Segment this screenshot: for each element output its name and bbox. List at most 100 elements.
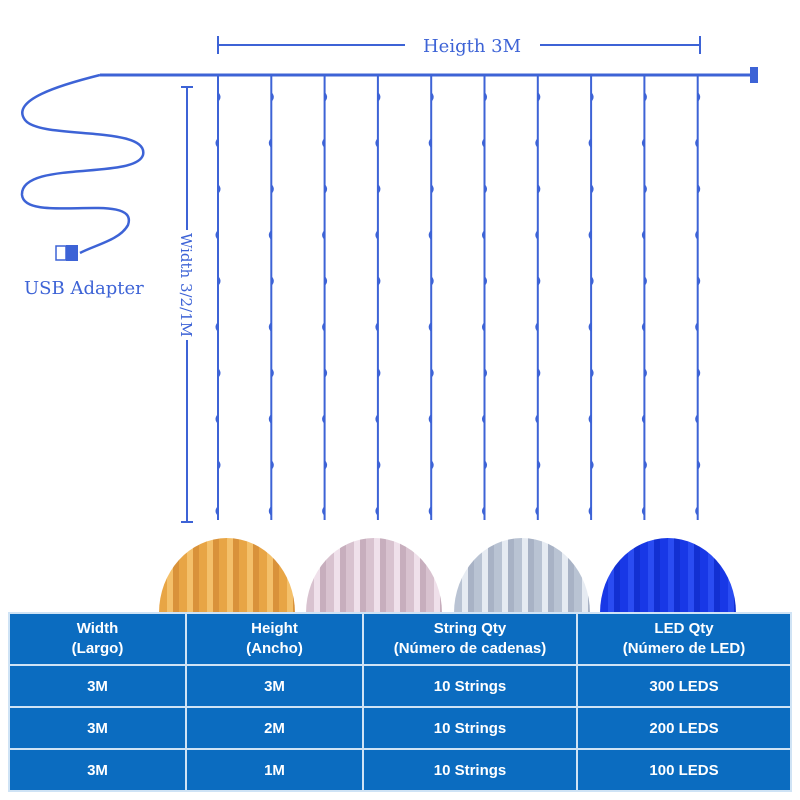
led-bulb xyxy=(697,184,701,194)
led-bulb xyxy=(537,92,541,102)
led-bulb xyxy=(695,414,698,424)
table-row: 3M 1M 10 Strings 100 LEDS xyxy=(8,748,792,792)
header-string-qty: String Qty (Número de cadenas) xyxy=(362,612,578,666)
header-height: Height (Ancho) xyxy=(185,612,364,666)
led-bulb xyxy=(482,414,485,424)
led-bulb xyxy=(268,414,272,424)
led-bulb xyxy=(218,184,221,194)
led-bulb xyxy=(641,506,645,516)
header-width: Width (Largo) xyxy=(8,612,187,666)
led-bulb xyxy=(591,92,594,102)
led-bulb xyxy=(428,230,432,240)
led-bulb xyxy=(268,138,272,148)
led-bulb xyxy=(482,322,485,332)
led-bulb xyxy=(215,414,218,424)
led-bulb xyxy=(324,460,328,470)
led-bulb xyxy=(697,368,701,378)
usb-cable xyxy=(20,73,145,255)
led-bulb xyxy=(644,368,647,378)
led-bulb xyxy=(482,138,485,148)
usb-adapter-label: USB Adapter xyxy=(24,278,144,299)
led-bulb xyxy=(482,230,485,240)
led-bulb xyxy=(588,138,592,148)
led-bulb xyxy=(697,92,701,102)
led-bulb xyxy=(215,230,218,240)
led-bulb xyxy=(377,92,381,102)
led-bulb xyxy=(535,414,538,424)
led-bulb xyxy=(695,506,698,516)
led-bulb xyxy=(215,138,218,148)
led-bulb xyxy=(322,322,325,332)
led-bulb xyxy=(268,506,272,516)
led-bulb xyxy=(588,414,592,424)
led-bulb xyxy=(322,414,325,424)
led-bulb xyxy=(484,184,487,194)
led-bulb xyxy=(591,460,594,470)
spec-table: Width (Largo) Height (Ancho) String Qty (Nú… xyxy=(8,612,792,792)
led-bulb xyxy=(591,368,594,378)
led-bulb xyxy=(324,368,328,378)
led-bulb xyxy=(535,506,538,516)
led-bulb xyxy=(428,506,432,516)
table-header-row: Width (Largo) Height (Ancho) String Qty (Nú… xyxy=(8,612,792,666)
led-bulb xyxy=(268,230,272,240)
led-bulb xyxy=(641,322,645,332)
led-bulb xyxy=(431,460,434,470)
table-row: 3M 2M 10 Strings 200 LEDS xyxy=(8,706,792,750)
led-bulb xyxy=(375,506,378,516)
led-bulb xyxy=(591,276,594,286)
led-bulb xyxy=(428,414,432,424)
table-row: 3M 3M 10 Strings 300 LEDS xyxy=(8,664,792,708)
led-bulb xyxy=(537,276,541,286)
led-bulb xyxy=(535,138,538,148)
led-bulb xyxy=(375,138,378,148)
curtain-light-diagram: Heigth 3M Width 3/2/1M xyxy=(20,36,758,523)
led-bulb xyxy=(641,230,645,240)
led-bulb xyxy=(377,276,381,286)
led-bulb xyxy=(375,322,378,332)
led-bulb xyxy=(644,276,647,286)
led-bulb xyxy=(431,184,434,194)
led-bulb xyxy=(484,92,487,102)
led-bulb xyxy=(484,368,487,378)
led-bulb xyxy=(218,92,221,102)
led-bulb xyxy=(324,276,328,286)
led-bulb xyxy=(644,460,647,470)
led-bulb xyxy=(268,322,272,332)
led-bulb xyxy=(324,184,328,194)
led-bulb xyxy=(484,460,487,470)
led-bulb xyxy=(215,322,218,332)
led-bulb xyxy=(271,92,274,102)
led-bulb xyxy=(431,92,434,102)
led-bulb xyxy=(695,138,698,148)
led-bulb xyxy=(271,460,274,470)
led-bulb xyxy=(695,230,698,240)
led-bulb xyxy=(644,184,647,194)
led-bulb xyxy=(697,276,701,286)
led-bulb xyxy=(588,322,592,332)
usb-plug-icon xyxy=(55,245,78,261)
led-bulb xyxy=(428,322,432,332)
led-bulb xyxy=(537,460,541,470)
led-bulb xyxy=(641,414,645,424)
led-bulb xyxy=(377,460,381,470)
led-bulb xyxy=(641,138,645,148)
height-label: Heigth 3M xyxy=(423,36,521,57)
led-bulb xyxy=(322,138,325,148)
led-bulb xyxy=(377,184,381,194)
led-bulb xyxy=(215,506,218,516)
led-bulb xyxy=(535,230,538,240)
led-bulb xyxy=(588,506,592,516)
led-bulb xyxy=(271,368,274,378)
led-bulb xyxy=(588,230,592,240)
led-bulb xyxy=(431,276,434,286)
led-bulb xyxy=(537,184,541,194)
header-led-qty: LED Qty (Número de LED) xyxy=(576,612,792,666)
led-bulb xyxy=(535,322,538,332)
led-bulb xyxy=(537,368,541,378)
led-bulb xyxy=(271,276,274,286)
led-bulb xyxy=(322,230,325,240)
width-label: Width 3/2/1M xyxy=(177,233,195,337)
led-bulb xyxy=(218,460,221,470)
led-bulb xyxy=(431,368,434,378)
